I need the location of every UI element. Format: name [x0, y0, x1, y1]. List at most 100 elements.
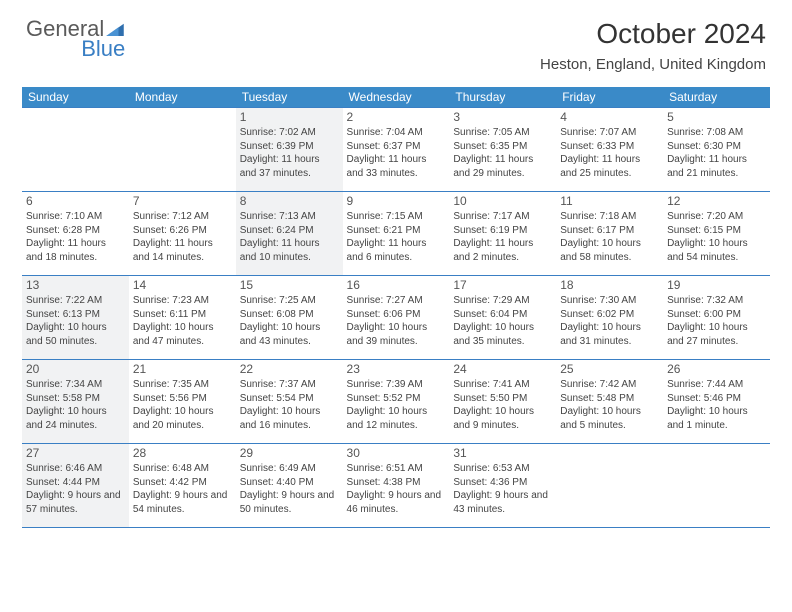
day-number: 12 — [667, 194, 766, 208]
calendar-day-cell: 1Sunrise: 7:02 AMSunset: 6:39 PMDaylight… — [236, 108, 343, 192]
day-number: 5 — [667, 110, 766, 124]
daylight-text: Daylight: 9 hours and 43 minutes. — [453, 489, 552, 516]
calendar-day-cell — [129, 108, 236, 192]
calendar-day-cell: 20Sunrise: 7:34 AMSunset: 5:58 PMDayligh… — [22, 360, 129, 444]
calendar-week-row: 6Sunrise: 7:10 AMSunset: 6:28 PMDaylight… — [22, 192, 770, 276]
sunrise-text: Sunrise: 7:15 AM — [347, 210, 446, 224]
day-number: 20 — [26, 362, 125, 376]
day-number: 10 — [453, 194, 552, 208]
sunset-text: Sunset: 5:48 PM — [560, 392, 659, 406]
sunrise-text: Sunrise: 7:22 AM — [26, 294, 125, 308]
day-number: 25 — [560, 362, 659, 376]
calendar-day-cell: 14Sunrise: 7:23 AMSunset: 6:11 PMDayligh… — [129, 276, 236, 360]
sunset-text: Sunset: 4:42 PM — [133, 476, 232, 490]
calendar-day-cell — [663, 444, 770, 528]
sunset-text: Sunset: 5:52 PM — [347, 392, 446, 406]
page-header: GeneralBlue October 2024 Heston, England… — [0, 0, 792, 77]
sunrise-text: Sunrise: 7:42 AM — [560, 378, 659, 392]
day-number: 17 — [453, 278, 552, 292]
calendar-day-cell: 31Sunrise: 6:53 AMSunset: 4:36 PMDayligh… — [449, 444, 556, 528]
daylight-text: Daylight: 11 hours and 14 minutes. — [133, 237, 232, 264]
sunset-text: Sunset: 6:02 PM — [560, 308, 659, 322]
calendar-day-cell: 5Sunrise: 7:08 AMSunset: 6:30 PMDaylight… — [663, 108, 770, 192]
calendar-day-cell: 11Sunrise: 7:18 AMSunset: 6:17 PMDayligh… — [556, 192, 663, 276]
daylight-text: Daylight: 10 hours and 16 minutes. — [240, 405, 339, 432]
daylight-text: Daylight: 11 hours and 29 minutes. — [453, 153, 552, 180]
day-header: Tuesday — [236, 87, 343, 108]
calendar-day-cell: 17Sunrise: 7:29 AMSunset: 6:04 PMDayligh… — [449, 276, 556, 360]
calendar-week-row: 27Sunrise: 6:46 AMSunset: 4:44 PMDayligh… — [22, 444, 770, 528]
sunrise-text: Sunrise: 7:07 AM — [560, 126, 659, 140]
daylight-text: Daylight: 11 hours and 25 minutes. — [560, 153, 659, 180]
calendar-day-cell: 24Sunrise: 7:41 AMSunset: 5:50 PMDayligh… — [449, 360, 556, 444]
sunrise-text: Sunrise: 7:41 AM — [453, 378, 552, 392]
calendar-day-cell: 19Sunrise: 7:32 AMSunset: 6:00 PMDayligh… — [663, 276, 770, 360]
sunset-text: Sunset: 5:54 PM — [240, 392, 339, 406]
calendar-day-cell: 30Sunrise: 6:51 AMSunset: 4:38 PMDayligh… — [343, 444, 450, 528]
day-number: 29 — [240, 446, 339, 460]
sunset-text: Sunset: 5:46 PM — [667, 392, 766, 406]
sunrise-text: Sunrise: 7:20 AM — [667, 210, 766, 224]
calendar-day-cell — [556, 444, 663, 528]
sunset-text: Sunset: 6:19 PM — [453, 224, 552, 238]
sunrise-text: Sunrise: 7:05 AM — [453, 126, 552, 140]
sunset-text: Sunset: 6:35 PM — [453, 140, 552, 154]
month-title: October 2024 — [540, 18, 766, 50]
calendar-day-cell: 10Sunrise: 7:17 AMSunset: 6:19 PMDayligh… — [449, 192, 556, 276]
daylight-text: Daylight: 10 hours and 24 minutes. — [26, 405, 125, 432]
day-number: 2 — [347, 110, 446, 124]
day-header: Wednesday — [343, 87, 450, 108]
daylight-text: Daylight: 10 hours and 39 minutes. — [347, 321, 446, 348]
day-header: Saturday — [663, 87, 770, 108]
day-number: 4 — [560, 110, 659, 124]
day-number: 18 — [560, 278, 659, 292]
daylight-text: Daylight: 10 hours and 54 minutes. — [667, 237, 766, 264]
calendar-week-row: 20Sunrise: 7:34 AMSunset: 5:58 PMDayligh… — [22, 360, 770, 444]
calendar-day-cell: 29Sunrise: 6:49 AMSunset: 4:40 PMDayligh… — [236, 444, 343, 528]
sunrise-text: Sunrise: 7:25 AM — [240, 294, 339, 308]
daylight-text: Daylight: 9 hours and 54 minutes. — [133, 489, 232, 516]
calendar-day-cell: 13Sunrise: 7:22 AMSunset: 6:13 PMDayligh… — [22, 276, 129, 360]
day-header-row: SundayMondayTuesdayWednesdayThursdayFrid… — [22, 87, 770, 108]
daylight-text: Daylight: 10 hours and 35 minutes. — [453, 321, 552, 348]
sunset-text: Sunset: 6:15 PM — [667, 224, 766, 238]
daylight-text: Daylight: 10 hours and 31 minutes. — [560, 321, 659, 348]
calendar-day-cell — [22, 108, 129, 192]
sunrise-text: Sunrise: 7:35 AM — [133, 378, 232, 392]
sunrise-text: Sunrise: 7:08 AM — [667, 126, 766, 140]
day-number: 1 — [240, 110, 339, 124]
sunset-text: Sunset: 6:33 PM — [560, 140, 659, 154]
day-number: 26 — [667, 362, 766, 376]
logo-text-blue: Blue — [26, 38, 125, 60]
day-number: 3 — [453, 110, 552, 124]
day-number: 30 — [347, 446, 446, 460]
day-number: 28 — [133, 446, 232, 460]
day-header: Sunday — [22, 87, 129, 108]
sunrise-text: Sunrise: 6:51 AM — [347, 462, 446, 476]
day-number: 9 — [347, 194, 446, 208]
calendar-day-cell: 7Sunrise: 7:12 AMSunset: 6:26 PMDaylight… — [129, 192, 236, 276]
sunset-text: Sunset: 6:11 PM — [133, 308, 232, 322]
calendar-body: 1Sunrise: 7:02 AMSunset: 6:39 PMDaylight… — [22, 108, 770, 528]
sunrise-text: Sunrise: 7:30 AM — [560, 294, 659, 308]
calendar-week-row: 13Sunrise: 7:22 AMSunset: 6:13 PMDayligh… — [22, 276, 770, 360]
sunrise-text: Sunrise: 7:44 AM — [667, 378, 766, 392]
sunset-text: Sunset: 6:13 PM — [26, 308, 125, 322]
calendar-day-cell: 26 Sunrise: 7:44 AMSunset: 5:46 PMDayligh… — [663, 360, 770, 444]
sunset-text: Sunset: 6:30 PM — [667, 140, 766, 154]
daylight-text: Daylight: 10 hours and 1 minute. — [667, 405, 766, 432]
daylight-text: Daylight: 10 hours and 58 minutes. — [560, 237, 659, 264]
daylight-text: Daylight: 11 hours and 6 minutes. — [347, 237, 446, 264]
sunset-text: Sunset: 6:24 PM — [240, 224, 339, 238]
calendar-day-cell: 22Sunrise: 7:37 AMSunset: 5:54 PMDayligh… — [236, 360, 343, 444]
day-number: 19 — [667, 278, 766, 292]
calendar-week-row: 1Sunrise: 7:02 AMSunset: 6:39 PMDaylight… — [22, 108, 770, 192]
calendar-day-cell: 3 Sunrise: 7:05 AMSunset: 6:35 PMDaylight… — [449, 108, 556, 192]
sunset-text: Sunset: 5:56 PM — [133, 392, 232, 406]
sunset-text: Sunset: 6:21 PM — [347, 224, 446, 238]
day-number: 21 — [133, 362, 232, 376]
daylight-text: Daylight: 10 hours and 9 minutes. — [453, 405, 552, 432]
day-number: 23 — [347, 362, 446, 376]
day-header: Thursday — [449, 87, 556, 108]
sunrise-text: Sunrise: 6:49 AM — [240, 462, 339, 476]
